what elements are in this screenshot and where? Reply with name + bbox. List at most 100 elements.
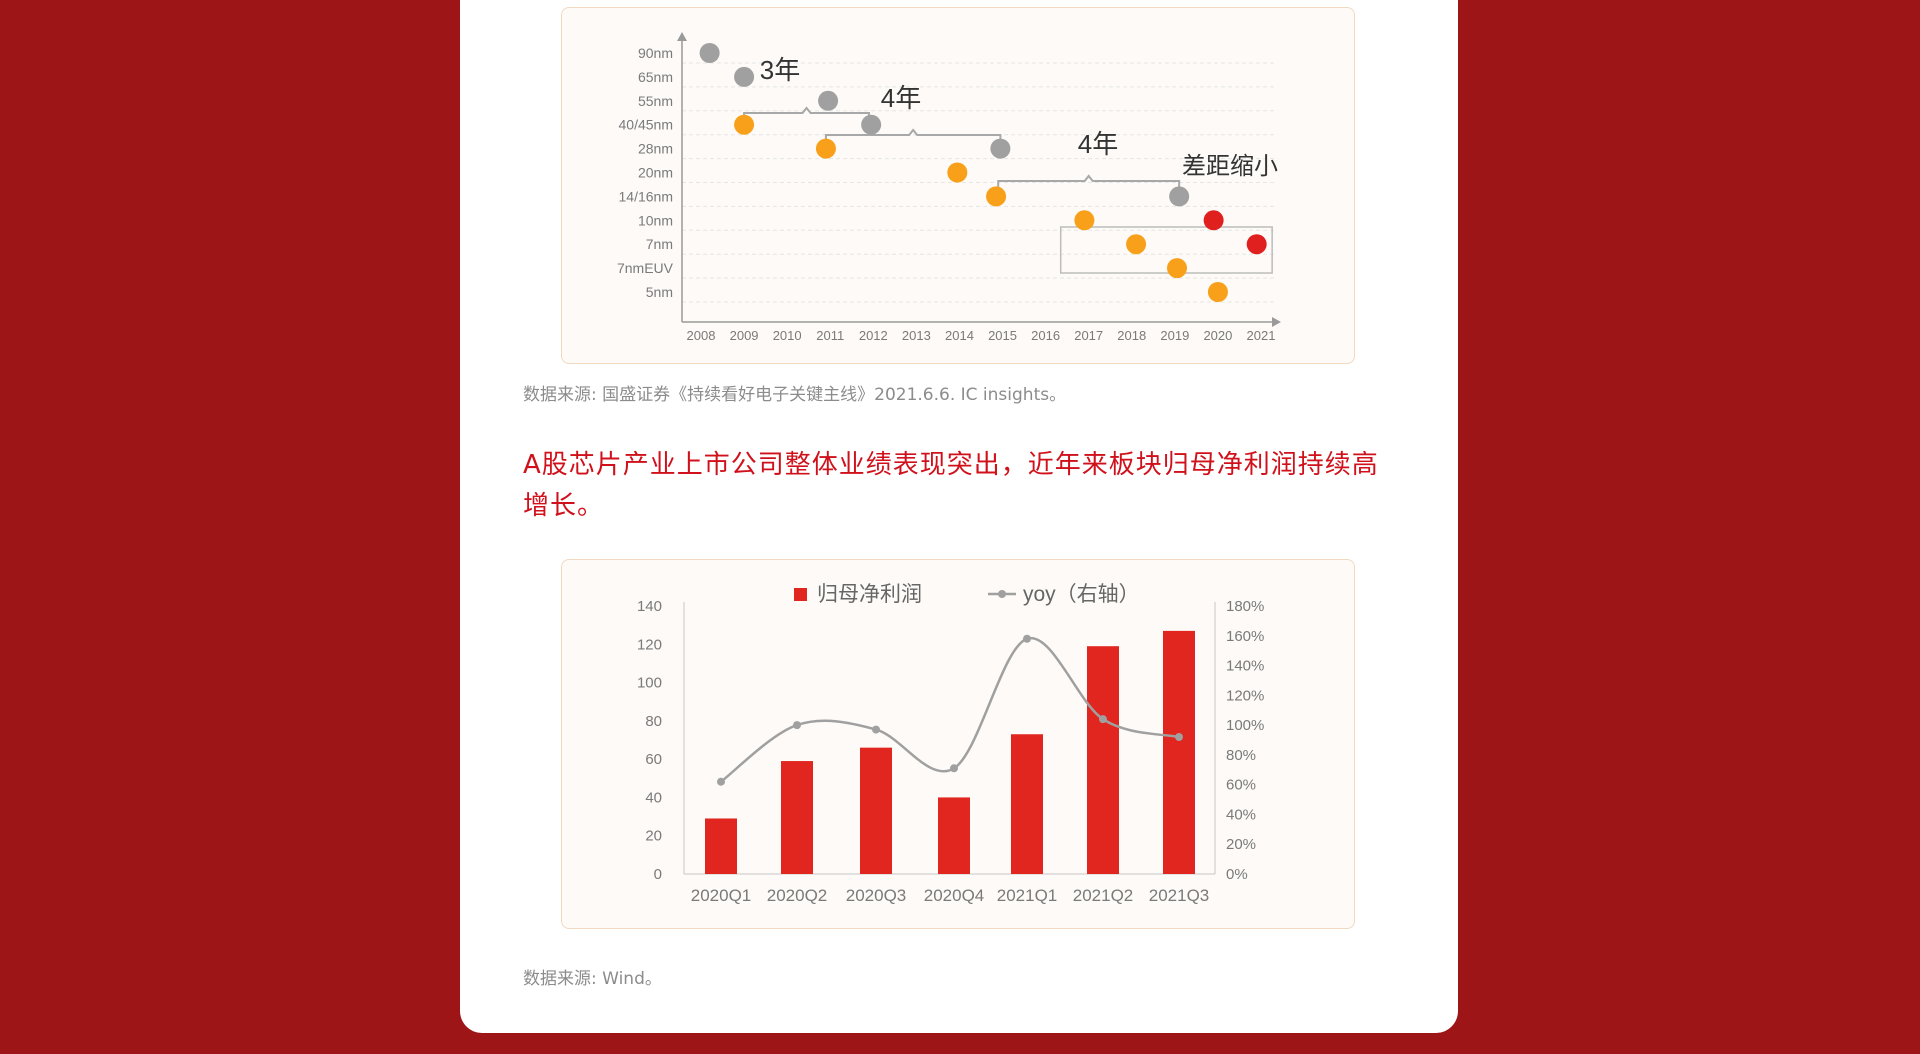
x-category-label: 2021Q3 bbox=[1149, 886, 1210, 905]
x-category-label: 2021Q2 bbox=[1073, 886, 1134, 905]
left-tick-label: 60 bbox=[645, 751, 662, 768]
legend-line-label: yoy（右轴） bbox=[1023, 583, 1140, 606]
red-node-point bbox=[1203, 210, 1224, 231]
x-category-label: 2021Q1 bbox=[997, 886, 1058, 905]
y-tick-label: 10nm bbox=[638, 212, 673, 228]
article-card: 90nm 65nm 55nm 40/45nm 28nm 20nm 14/16nm 10nm 7n… bbox=[460, 0, 1458, 1033]
y-tick-label: 28nm bbox=[638, 141, 673, 157]
x-category-label: 2020Q2 bbox=[767, 886, 828, 905]
x-tick-label: 2010 bbox=[773, 328, 802, 343]
right-tick-label: 160% bbox=[1226, 628, 1264, 645]
x-tick-label: 2014 bbox=[945, 328, 974, 343]
chart2-source-note: 数据来源: Wind。 bbox=[523, 969, 662, 989]
right-tick-label: 40% bbox=[1226, 806, 1256, 823]
y-tick-label: 55nm bbox=[638, 93, 673, 109]
legend-bar-label: 归母净利润 bbox=[817, 583, 922, 606]
left-tick-label: 120 bbox=[637, 636, 662, 653]
profit-bar bbox=[1163, 630, 1195, 874]
red-node-point bbox=[1246, 234, 1267, 255]
y-tick-label: 40/45nm bbox=[619, 117, 673, 133]
x-category-label: 2020Q4 bbox=[924, 886, 985, 905]
bracket-4yr-second bbox=[997, 174, 1181, 187]
net-profit-chart-panel: 0 20 40 60 80 100 120 140 0% 20% 40% 60% 80% 100% 120%… bbox=[561, 559, 1355, 929]
yoy-point bbox=[1175, 733, 1183, 742]
orange-node-point bbox=[1207, 282, 1228, 302]
gray-node-point bbox=[818, 90, 839, 111]
gray-node-point bbox=[990, 138, 1011, 159]
process-node-chart-panel: 90nm 65nm 55nm 40/45nm 28nm 20nm 14/16nm 10nm 7n… bbox=[561, 7, 1355, 364]
orange-node-point bbox=[815, 138, 836, 159]
chart1-source-note: 数据来源: 国盛证券《持续看好电子关键主线》2021.6.6. IC insig… bbox=[523, 385, 1067, 405]
yoy-point bbox=[950, 764, 958, 773]
profit-bar bbox=[705, 818, 737, 874]
orange-node-point bbox=[947, 162, 968, 183]
y-tick-label: 5nm bbox=[646, 284, 673, 300]
gray-node-point bbox=[734, 66, 755, 87]
yoy-point bbox=[1023, 634, 1031, 643]
x-tick-label: 2018 bbox=[1117, 328, 1146, 343]
orange-node-point bbox=[1167, 258, 1187, 279]
profit-bar bbox=[781, 761, 813, 874]
x-tick-label: 2012 bbox=[859, 328, 888, 343]
y-tick-label: 20nm bbox=[638, 165, 673, 181]
x-tick-label: 2016 bbox=[1031, 328, 1060, 343]
yoy-point bbox=[872, 725, 880, 734]
x-category-label: 2020Q1 bbox=[691, 886, 752, 905]
y-tick-label: 7nm bbox=[646, 236, 673, 252]
y-tick-label: 65nm bbox=[638, 69, 673, 85]
right-tick-label: 120% bbox=[1226, 687, 1264, 704]
x-tick-label: 2015 bbox=[988, 328, 1017, 343]
annotation-3yr: 3年 bbox=[760, 55, 800, 85]
x-tick-label: 2008 bbox=[687, 328, 716, 343]
profit-bar bbox=[860, 747, 892, 874]
orange-node-point bbox=[1126, 234, 1147, 255]
x-tick-label: 2013 bbox=[902, 328, 931, 343]
annotation-4yr-first: 4年 bbox=[881, 83, 921, 113]
right-tick-label: 60% bbox=[1226, 777, 1256, 794]
bracket-4yr-first bbox=[824, 128, 1002, 141]
gray-node-point bbox=[861, 114, 882, 135]
profit-bar bbox=[1087, 646, 1119, 874]
x-axis-arrow bbox=[1272, 317, 1281, 327]
x-tick-label: 2009 bbox=[730, 328, 759, 343]
profit-bar bbox=[938, 797, 970, 874]
right-tick-label: 0% bbox=[1226, 866, 1248, 883]
y-tick-label: 7nmEUV bbox=[617, 260, 674, 276]
orange-node-point bbox=[1074, 210, 1095, 231]
right-tick-label: 100% bbox=[1226, 717, 1264, 734]
left-tick-label: 0 bbox=[654, 866, 662, 883]
x-category-label: 2020Q3 bbox=[846, 886, 907, 905]
right-tick-label: 180% bbox=[1226, 598, 1264, 615]
legend-bar-swatch bbox=[794, 588, 807, 601]
yoy-point bbox=[793, 721, 801, 730]
process-node-timeline-chart: 90nm 65nm 55nm 40/45nm 28nm 20nm 14/16nm 10nm 7n… bbox=[617, 32, 1281, 343]
section-headline: A股芯片产业上市公司整体业绩表现突出，近年来板块归母净利润持续高增长。 bbox=[523, 450, 1379, 521]
x-tick-label: 2017 bbox=[1074, 328, 1103, 343]
y-tick-label: 14/16nm bbox=[619, 188, 673, 204]
annotation-4yr-second: 4年 bbox=[1078, 129, 1118, 159]
right-tick-label: 20% bbox=[1226, 836, 1256, 853]
right-tick-label: 140% bbox=[1226, 658, 1264, 675]
left-tick-label: 20 bbox=[645, 828, 662, 845]
y-axis-arrow bbox=[677, 32, 687, 41]
profit-bar bbox=[1011, 734, 1043, 874]
y-tick-label: 90nm bbox=[638, 45, 673, 61]
net-profit-bar-line-chart: 0 20 40 60 80 100 120 140 0% 20% 40% 60% 80% 100% 120%… bbox=[637, 583, 1264, 905]
left-tick-label: 140 bbox=[637, 598, 662, 615]
left-tick-label: 80 bbox=[645, 713, 662, 730]
x-tick-label: 2020 bbox=[1203, 328, 1232, 343]
right-tick-label: 80% bbox=[1226, 747, 1256, 764]
left-tick-label: 40 bbox=[645, 789, 662, 806]
gray-node-point bbox=[1169, 186, 1190, 207]
legend-line-marker bbox=[998, 590, 1006, 598]
x-tick-label: 2021 bbox=[1247, 328, 1276, 343]
annotation-gap-narrowing: 差距缩小 bbox=[1182, 153, 1278, 180]
gap-narrowing-box bbox=[1059, 226, 1273, 274]
left-tick-label: 100 bbox=[637, 675, 662, 692]
gray-node-point bbox=[699, 43, 720, 63]
bracket-3yr bbox=[743, 106, 870, 119]
x-tick-label: 2011 bbox=[816, 328, 844, 343]
yoy-point bbox=[717, 777, 725, 786]
x-tick-label: 2019 bbox=[1160, 328, 1189, 343]
orange-node-point bbox=[734, 114, 755, 135]
